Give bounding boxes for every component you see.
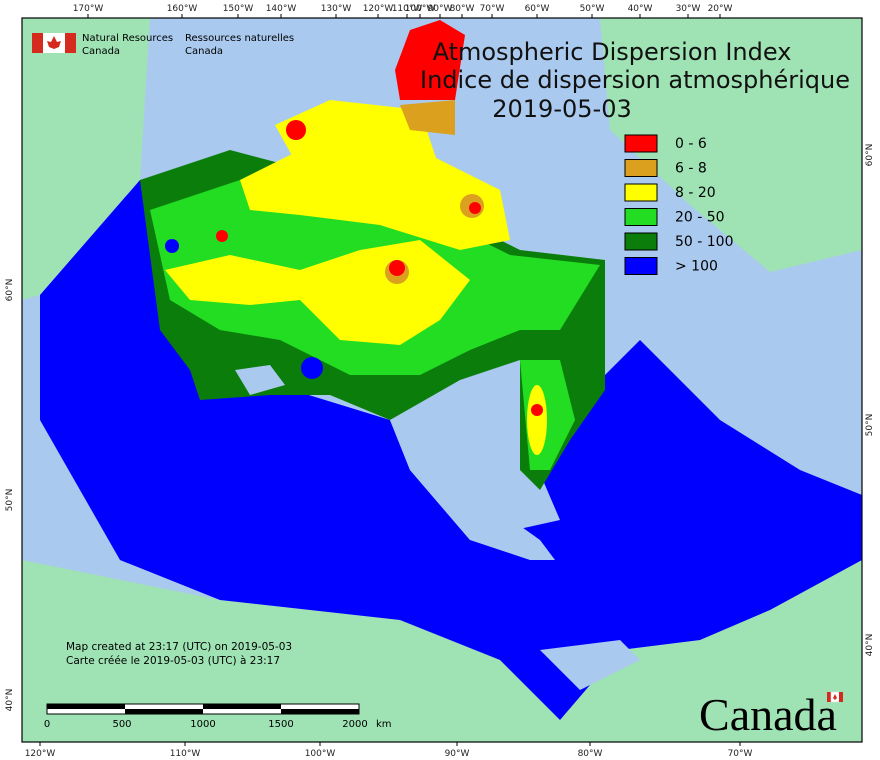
graticule-label: 70°W — [480, 4, 505, 14]
scale-label: 0 — [44, 719, 50, 730]
legend-label: > 100 — [675, 259, 718, 275]
scale-unit: km — [376, 719, 392, 730]
zone-region — [531, 404, 543, 416]
graticule-label: 120°W — [363, 4, 394, 14]
graticule-label: 20°W — [708, 4, 733, 14]
scale-label: 1500 — [268, 719, 293, 730]
wordmark: Canada — [699, 689, 837, 740]
graticule-label: 160°W — [167, 4, 198, 14]
graticule-label: 30°W — [676, 4, 701, 14]
graticule-label: 90°W — [445, 749, 470, 759]
title: Atmospheric Dispersion Index — [433, 38, 792, 66]
legend-swatch — [624, 232, 658, 251]
legend-swatch — [624, 257, 658, 275]
graticule-label: 100°W — [305, 749, 336, 759]
graticule-label: 110°W — [170, 749, 201, 759]
legend-swatch — [624, 134, 658, 153]
legend-label: 0 - 6 — [675, 136, 707, 152]
scale-label: 500 — [112, 719, 131, 730]
legend: 0 - 6 6 - 8 8 - 20 20 - 50 50 - 100 > 100 — [624, 134, 734, 275]
graticule-label: 100°W — [405, 4, 436, 14]
flag — [32, 33, 76, 53]
map-frame — [21, 17, 863, 743]
zone-region — [40, 180, 862, 720]
zone-region — [216, 230, 228, 242]
agency-text: Canada — [185, 46, 223, 57]
agency-text: Natural Resources — [82, 33, 173, 44]
legend-label: 6 - 8 — [675, 161, 707, 177]
lake — [235, 365, 285, 395]
graticule-label: 50°W — [580, 4, 605, 14]
graticule-label: 110°W — [392, 4, 423, 14]
graticule-label: 80°W — [450, 4, 475, 14]
scale-label: 2000 — [342, 719, 367, 730]
scale-bar — [46, 703, 360, 715]
graticule-label: 130°W — [321, 4, 352, 14]
legend-label: 50 - 100 — [675, 234, 734, 250]
zone-region — [301, 357, 323, 379]
greenland — [600, 18, 862, 272]
alaska — [22, 18, 150, 300]
graticule-label: 60°N — [865, 144, 875, 167]
graticule-label: 120°W — [25, 749, 56, 759]
graticule-label: 40°W — [628, 4, 653, 14]
graticule-label: 90°W — [428, 4, 453, 14]
zone-region — [286, 120, 306, 140]
graticule-label: 70°W — [728, 749, 753, 759]
agency-text: Canada — [82, 46, 120, 57]
legend-swatch — [624, 208, 658, 226]
zone-region — [400, 100, 455, 135]
usa — [22, 560, 862, 742]
graticule-label: 150°W — [223, 4, 254, 14]
legend-label: 8 - 20 — [675, 185, 716, 201]
scale-label: 1000 — [190, 719, 215, 730]
graticule-label: 50°N — [865, 414, 875, 437]
legend-label: 20 - 50 — [675, 210, 725, 226]
graticule-label: 170°W — [73, 4, 104, 14]
graticule-label: 40°N — [865, 634, 875, 657]
zone-region — [527, 385, 547, 455]
title: Indice de dispersion atmosphérique — [420, 66, 850, 94]
zone-region — [395, 20, 465, 100]
graticule-label: 60°W — [525, 4, 550, 14]
credit-text: Carte créée le 2019-05-03 (UTC) à 23:17 — [66, 655, 280, 667]
date: 2019-05-03 — [492, 95, 631, 123]
credit-text: Map created at 23:17 (UTC) on 2019-05-03 — [66, 641, 292, 653]
zone-region — [275, 100, 440, 185]
zone-region — [389, 260, 405, 276]
graticule-label: 40°N — [5, 689, 15, 712]
graticule-label: 140°W — [266, 4, 297, 14]
wordmark-flag — [827, 691, 843, 703]
lake — [540, 640, 640, 690]
zone-region — [165, 239, 179, 253]
legend-swatch — [624, 159, 658, 177]
agency-text: Ressources naturelles — [185, 33, 294, 44]
graticule-label: 60°N — [5, 279, 15, 302]
graticule-label: 80°W — [578, 749, 603, 759]
graticule-label: 50°N — [5, 489, 15, 512]
legend-swatch — [624, 183, 658, 202]
zone-region — [469, 202, 481, 214]
hudson-bay — [390, 405, 555, 560]
